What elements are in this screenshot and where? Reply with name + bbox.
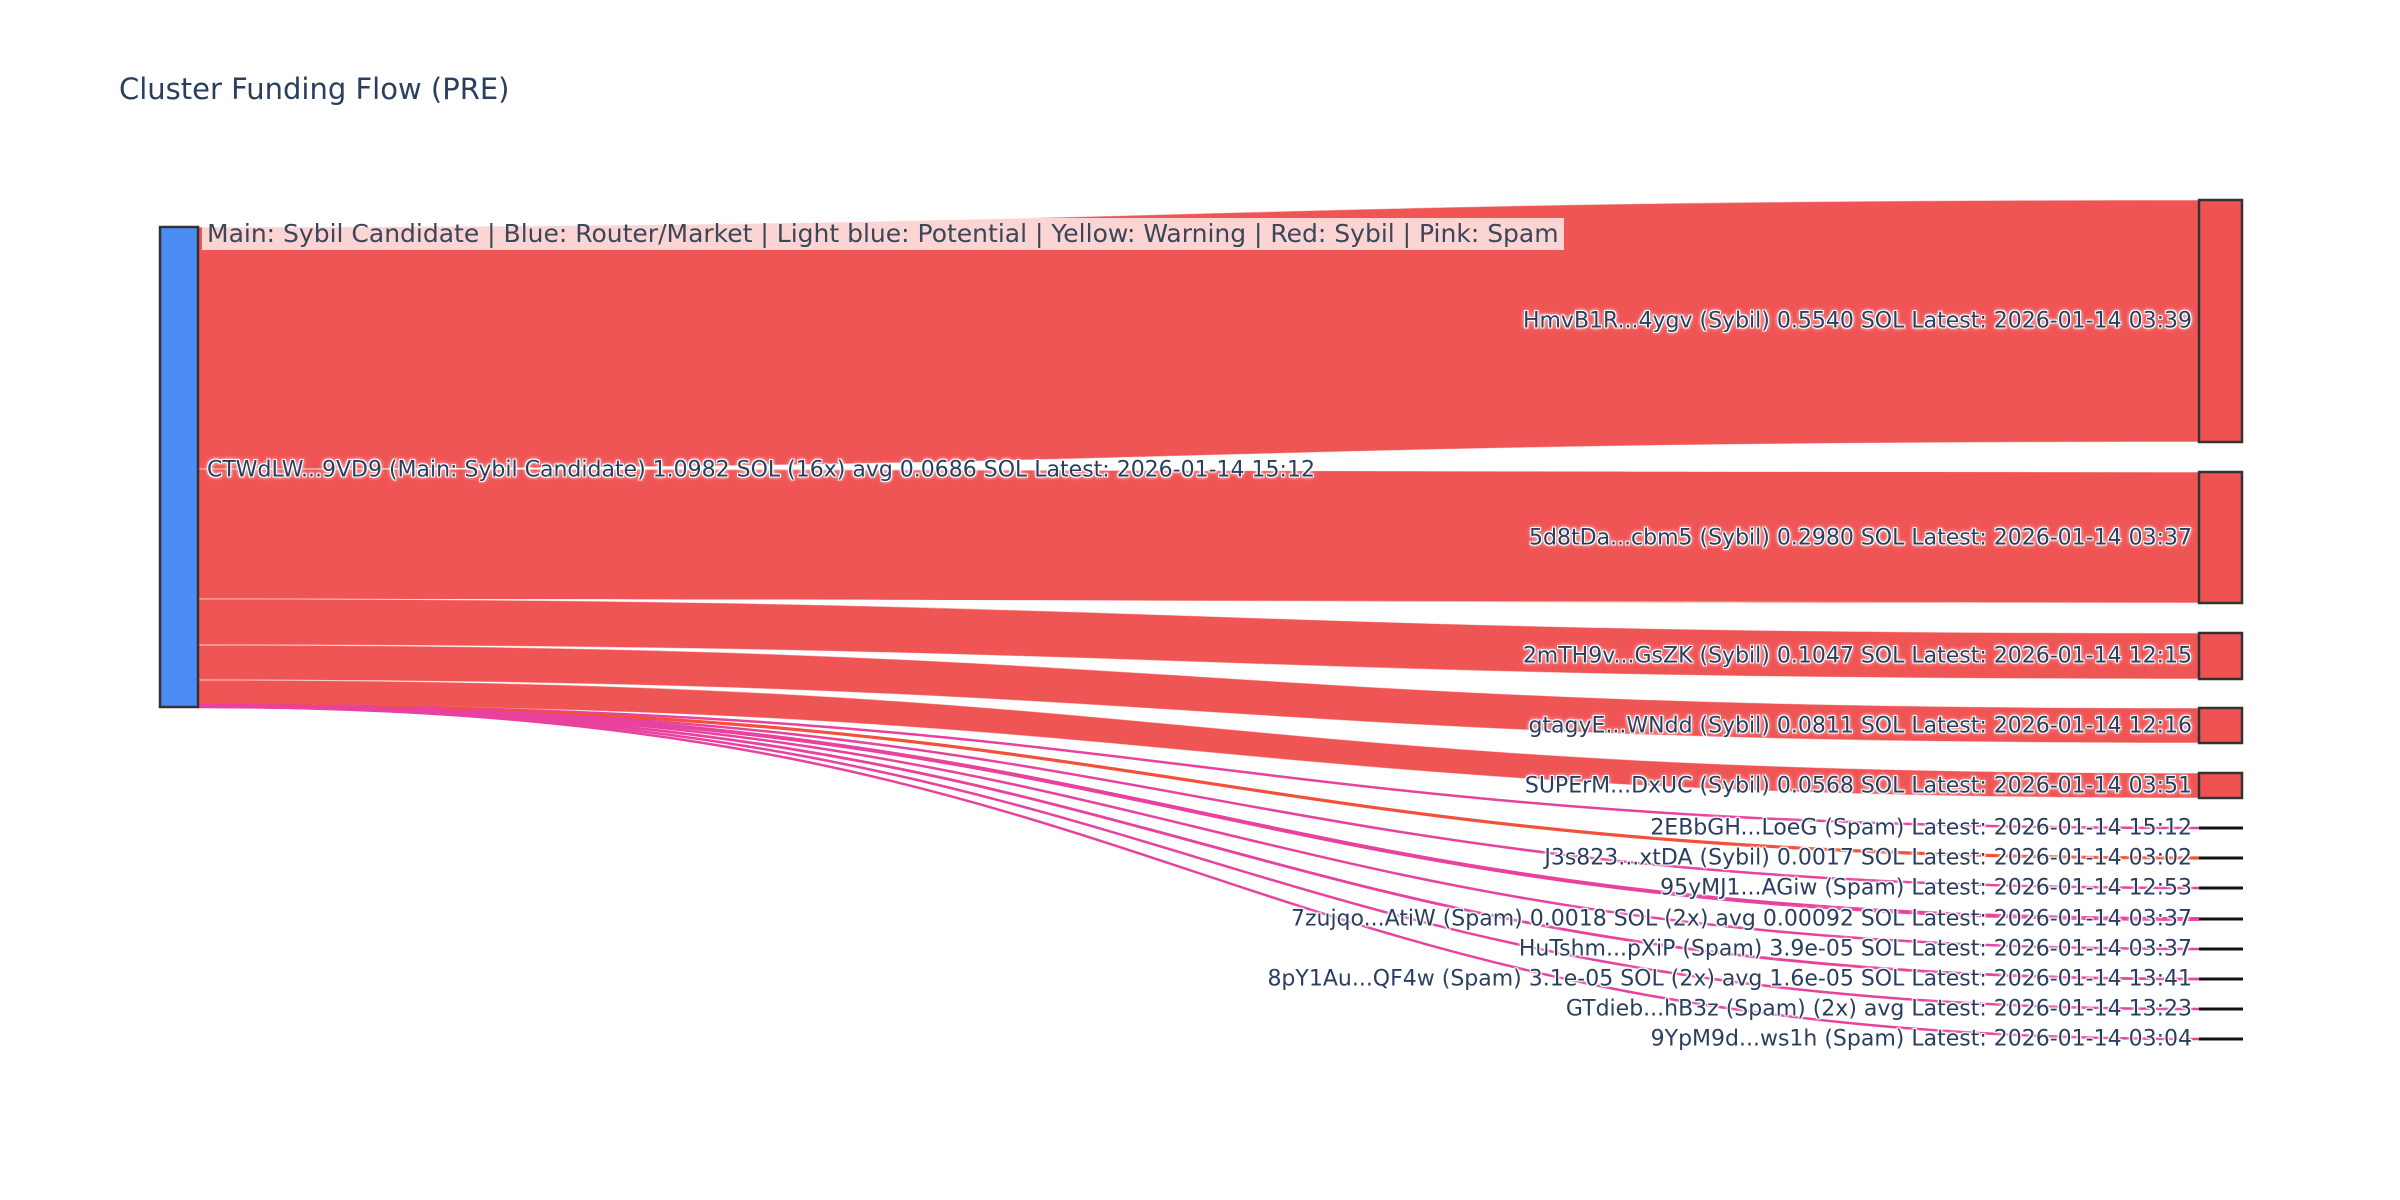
sankey-link-line[interactable] bbox=[197, 703, 2200, 830]
chart-title: Cluster Funding Flow (PRE) bbox=[119, 72, 510, 106]
color-legend-note: Main: Sybil Candidate | Blue: Router/Mar… bbox=[202, 218, 1564, 250]
target-node-bar[interactable] bbox=[2197, 631, 2244, 681]
sankey-link-line[interactable] bbox=[197, 704, 2200, 951]
sankey-link-line[interactable] bbox=[197, 705, 2200, 981]
node-label: 7zujqo...AtiW (Spam) 0.0018 SOL (2x) avg… bbox=[1290, 906, 2192, 932]
target-node-bar[interactable] bbox=[2197, 470, 2244, 605]
sankey-link-line[interactable] bbox=[197, 705, 2200, 1041]
node-label: CTWdLW...9VD9 (Main: Sybil Candidate) 1.… bbox=[207, 457, 1315, 483]
sankey-link-line[interactable] bbox=[197, 704, 2200, 890]
target-node-bar[interactable] bbox=[2197, 706, 2244, 745]
node-label: 2mTH9v...GsZK (Sybil) 0.1047 SOL Latest:… bbox=[1522, 643, 2192, 669]
target-node-bar[interactable] bbox=[2197, 771, 2244, 800]
sankey-link-line[interactable] bbox=[197, 703, 2200, 860]
node-label: SUPErM...DxUC (Sybil) 0.0568 SOL Latest:… bbox=[1524, 773, 2192, 798]
node-label: 5d8tDa...cbm5 (Sybil) 0.2980 SOL Latest:… bbox=[1529, 525, 2192, 550]
node-label: HuTshm...pXiP (Spam) 3.9e-05 SOL Latest:… bbox=[1518, 936, 2192, 962]
node-label: gtagyE...WNdd (Sybil) 0.0811 SOL Latest:… bbox=[1528, 713, 2192, 738]
source-node-bar[interactable] bbox=[158, 225, 200, 709]
node-label: 2EBbGH...LoeG (Spam) Latest: 2026-01-14 … bbox=[1650, 815, 2192, 841]
node-label: 9YpM9d...ws1h (Spam) Latest: 2026-01-14 … bbox=[1650, 1026, 2192, 1052]
sankey-link-line[interactable] bbox=[197, 705, 2200, 1011]
node-label: 95yMJ1...AGiw (Spam) Latest: 2026-01-14 … bbox=[1660, 875, 2192, 901]
node-label: HmvB1R...4ygv (Sybil) 0.5540 SOL Latest:… bbox=[1522, 308, 2192, 334]
node-label: GTdieb...hB3z (Spam) (2x) avg Latest: 20… bbox=[1565, 996, 2192, 1022]
node-label: 8pY1Au...QF4w (Spam) 3.1e-05 SOL (2x) av… bbox=[1267, 966, 2192, 992]
node-label: J3s823...xtDA (Sybil) 0.0017 SOL Latest:… bbox=[1544, 845, 2192, 871]
target-node-bar[interactable] bbox=[2197, 198, 2244, 444]
sankey-link-line[interactable] bbox=[197, 703, 2200, 921]
